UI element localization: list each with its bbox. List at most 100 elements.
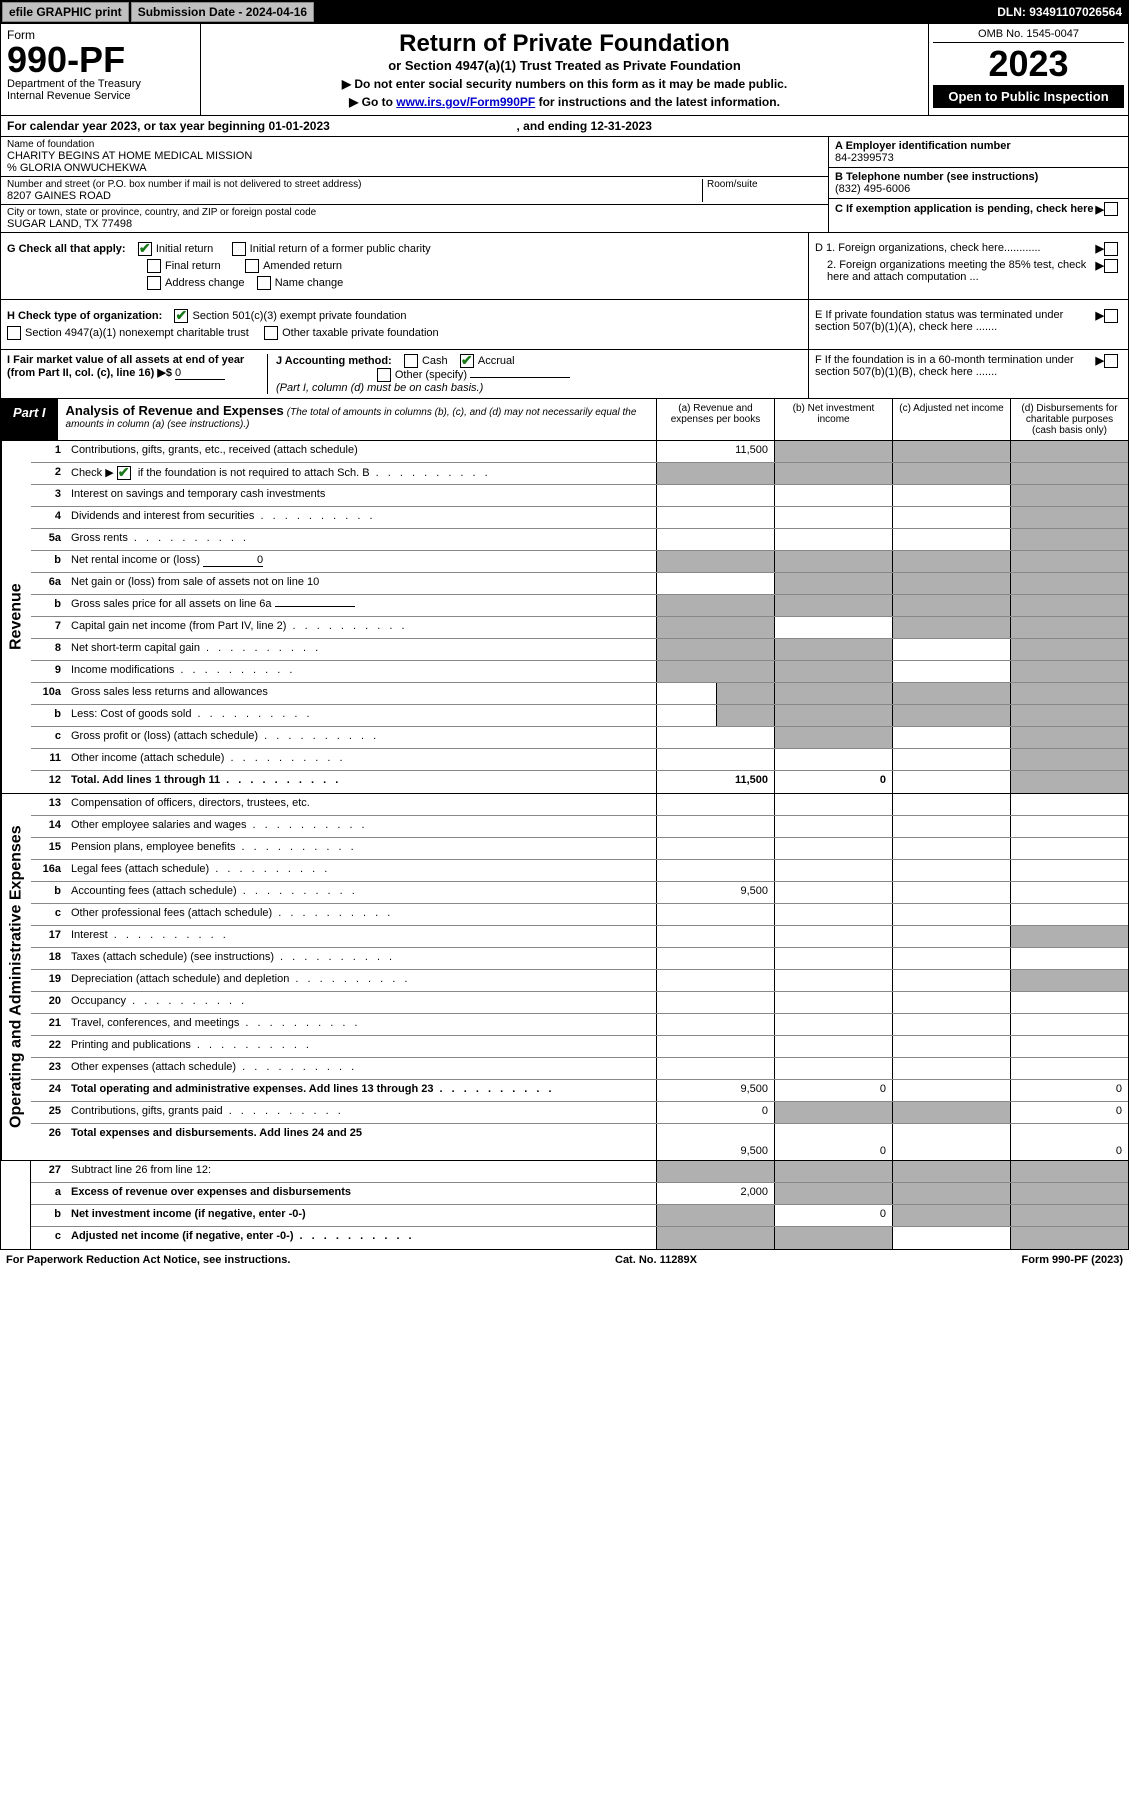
line-desc: Net short-term capital gain xyxy=(67,639,656,660)
line-num: b xyxy=(31,1205,67,1226)
table-row: 3Interest on savings and temporary cash … xyxy=(31,485,1128,507)
line-desc: Accounting fees (attach schedule) xyxy=(67,882,656,903)
sch-b-checkbox[interactable] xyxy=(117,466,131,480)
507b1b-checkbox[interactable] xyxy=(1104,354,1118,368)
open-to-public: Open to Public Inspection xyxy=(933,85,1124,108)
line-num: 15 xyxy=(31,838,67,859)
table-row: 11Other income (attach schedule) xyxy=(31,749,1128,771)
f-label: F If the foundation is in a 60-month ter… xyxy=(815,354,1096,378)
final-return-checkbox[interactable] xyxy=(147,259,161,273)
form-number: 990-PF xyxy=(7,42,194,78)
507b1a-checkbox[interactable] xyxy=(1104,309,1118,323)
foreign-85pct-checkbox[interactable] xyxy=(1104,259,1118,273)
table-row: 19Depreciation (attach schedule) and dep… xyxy=(31,970,1128,992)
line-desc: Adjusted net income (if negative, enter … xyxy=(67,1227,656,1249)
h3-label: Other taxable private foundation xyxy=(282,327,439,339)
line-desc: Gross sales less returns and allowances xyxy=(67,683,656,704)
col-a-val: 9,500 xyxy=(656,1080,774,1101)
j-note: (Part I, column (d) must be on cash basi… xyxy=(276,382,483,394)
name-label: Name of foundation xyxy=(7,139,822,150)
line-num: 14 xyxy=(31,816,67,837)
irs-link[interactable]: www.irs.gov/Form990PF xyxy=(396,95,535,109)
calendar-year-row: For calendar year 2023, or tax year begi… xyxy=(0,116,1129,137)
line-desc: Income modifications xyxy=(67,661,656,682)
arrow-icon: ▶ xyxy=(1096,354,1104,378)
submission-date: Submission Date - 2024-04-16 xyxy=(131,2,314,22)
cash-checkbox[interactable] xyxy=(404,354,418,368)
501c3-checkbox[interactable] xyxy=(174,309,188,323)
line-desc: Less: Cost of goods sold xyxy=(67,705,656,726)
name-change-checkbox[interactable] xyxy=(257,276,271,290)
foreign-org-checkbox[interactable] xyxy=(1104,242,1118,256)
line-desc: Excess of revenue over expenses and disb… xyxy=(67,1183,656,1204)
line-num: c xyxy=(31,727,67,748)
desc-post: if the foundation is not required to att… xyxy=(138,467,370,479)
h-label: H Check type of organization: xyxy=(7,310,162,322)
line-desc: Gross profit or (loss) (attach schedule) xyxy=(67,727,656,748)
city-state-zip: SUGAR LAND, TX 77498 xyxy=(7,218,822,230)
initial-return-former-checkbox[interactable] xyxy=(232,242,246,256)
exemption-pending-checkbox[interactable] xyxy=(1104,202,1118,216)
accrual-checkbox[interactable] xyxy=(460,354,474,368)
header-center: Return of Private Foundation or Section … xyxy=(201,24,928,115)
line-desc: Other professional fees (attach schedule… xyxy=(67,904,656,925)
line-num: 8 xyxy=(31,639,67,660)
4947a1-checkbox[interactable] xyxy=(7,326,21,340)
col-a-val: 9,500 xyxy=(656,1124,774,1160)
line-num: 19 xyxy=(31,970,67,991)
line-num: c xyxy=(31,904,67,925)
line-desc: Gross sales price for all assets on line… xyxy=(67,595,656,616)
table-row: 8Net short-term capital gain xyxy=(31,639,1128,661)
hij-section: I Fair market value of all assets at end… xyxy=(0,350,1129,399)
arrow-icon: ▶ xyxy=(1096,203,1104,216)
phone-value: (832) 495-6006 xyxy=(835,183,1122,195)
line-num: 12 xyxy=(31,771,67,793)
line-desc: Other income (attach schedule) xyxy=(67,749,656,770)
line-num: 2 xyxy=(31,463,67,484)
line-desc: Interest on savings and temporary cash i… xyxy=(67,485,656,506)
line-desc: Total. Add lines 1 through 11 xyxy=(67,771,656,793)
table-row: 26Total expenses and disbursements. Add … xyxy=(31,1124,1128,1160)
instr-goto: ▶ Go to www.irs.gov/Form990PF for instru… xyxy=(207,95,922,109)
col-b-val: 0 xyxy=(774,1124,892,1160)
check-section-gd: G Check all that apply: Initial return I… xyxy=(0,233,1129,300)
line-desc: Other employee salaries and wages xyxy=(67,816,656,837)
other-taxable-checkbox[interactable] xyxy=(264,326,278,340)
line-num: 21 xyxy=(31,1014,67,1035)
table-row: 7Capital gain net income (from Part IV, … xyxy=(31,617,1128,639)
line-desc: Depreciation (attach schedule) and deple… xyxy=(67,970,656,991)
desc-pre: Check ▶ xyxy=(71,467,114,479)
table-row: aExcess of revenue over expenses and dis… xyxy=(31,1183,1128,1205)
col-d-val xyxy=(1010,441,1128,462)
line-num: 10a xyxy=(31,683,67,704)
catalog-number: Cat. No. 11289X xyxy=(615,1254,697,1266)
table-row: 16aLegal fees (attach schedule) xyxy=(31,860,1128,882)
street-address: 8207 GAINES ROAD xyxy=(7,190,702,202)
col-b-val xyxy=(774,441,892,462)
g-label: G Check all that apply: xyxy=(7,243,126,255)
amended-return-checkbox[interactable] xyxy=(245,259,259,273)
efile-print-button[interactable]: efile GRAPHIC print xyxy=(2,2,129,22)
ein-value: 84-2399573 xyxy=(835,152,1122,164)
line-desc: Occupancy xyxy=(67,992,656,1013)
table-row: 22Printing and publications xyxy=(31,1036,1128,1058)
check-section-he: H Check type of organization: Section 50… xyxy=(0,300,1129,350)
fmv-value: 0 xyxy=(175,367,225,380)
table-row: 27Subtract line 26 from line 12: xyxy=(31,1161,1128,1183)
line-desc: Interest xyxy=(67,926,656,947)
col-d-val: 0 xyxy=(1010,1124,1128,1160)
h2-label: Section 4947(a)(1) nonexempt charitable … xyxy=(25,327,249,339)
ein-label: A Employer identification number xyxy=(835,140,1122,152)
addr-label: Number and street (or P.O. box number if… xyxy=(7,179,702,190)
initial-return-checkbox[interactable] xyxy=(138,242,152,256)
instr2-post: for instructions and the latest informat… xyxy=(535,95,780,109)
line-desc: Total expenses and disbursements. Add li… xyxy=(67,1124,656,1160)
line-desc: Legal fees (attach schedule) xyxy=(67,860,656,881)
cal-year-end: , and ending 12-31-2023 xyxy=(517,119,652,133)
line-desc: Contributions, gifts, grants paid xyxy=(67,1102,656,1123)
other-method-checkbox[interactable] xyxy=(377,368,391,382)
room-label: Room/suite xyxy=(707,179,822,190)
address-change-checkbox[interactable] xyxy=(147,276,161,290)
arrow-icon: ▶ xyxy=(1096,309,1104,333)
j3-label: Other (specify) xyxy=(395,369,467,381)
